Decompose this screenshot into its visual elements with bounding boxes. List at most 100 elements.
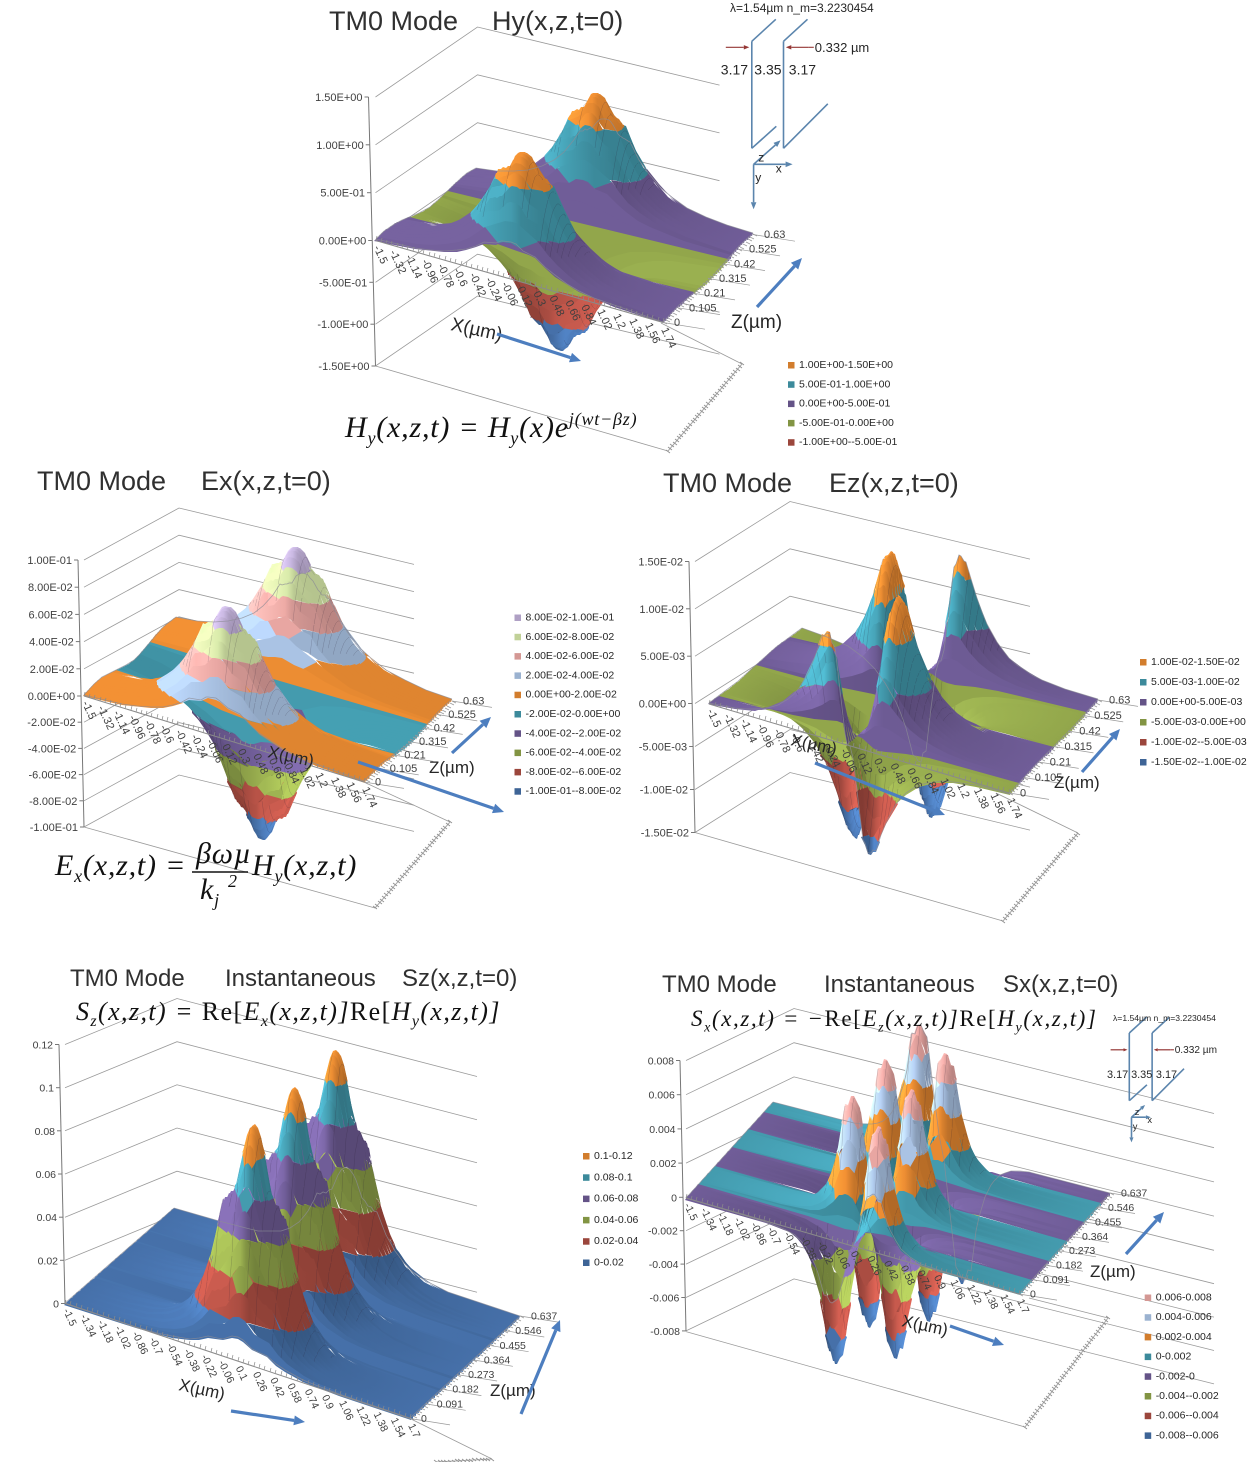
svg-text:0.00E+00: 0.00E+00 bbox=[639, 699, 686, 711]
svg-text:0.315: 0.315 bbox=[419, 736, 447, 748]
svg-text:-5.00E-01: -5.00E-01 bbox=[319, 277, 367, 289]
svg-text:-1.00E+00: -1.00E+00 bbox=[317, 319, 368, 331]
svg-text:1.00E-01: 1.00E-01 bbox=[27, 555, 72, 567]
svg-text:-4.00E-02: -4.00E-02 bbox=[28, 743, 76, 755]
svg-text:λ=1.54µm n_m=3.2230454: λ=1.54µm n_m=3.2230454 bbox=[1113, 1013, 1216, 1023]
svg-text:5.00E-03-1.00E-02: 5.00E-03-1.00E-02 bbox=[1151, 676, 1240, 688]
svg-text:-0.008: -0.008 bbox=[650, 1326, 680, 1338]
svg-text:0.42: 0.42 bbox=[734, 258, 755, 270]
svg-text:-1.00E-01--8.00E-02: -1.00E-01--8.00E-02 bbox=[526, 785, 622, 797]
svg-text:0.105: 0.105 bbox=[689, 302, 717, 314]
svg-text:0.63: 0.63 bbox=[1109, 695, 1130, 707]
svg-text:0.1: 0.1 bbox=[39, 1083, 54, 1095]
svg-text:8.00E-02: 8.00E-02 bbox=[28, 582, 73, 594]
svg-text:x: x bbox=[1147, 1114, 1152, 1125]
svg-text:TM0 Mode: TM0 Mode bbox=[662, 971, 777, 998]
svg-text:-1.00E-01: -1.00E-01 bbox=[30, 822, 78, 834]
svg-text:0.455: 0.455 bbox=[500, 1340, 526, 1352]
svg-text:0.332 µm: 0.332 µm bbox=[815, 40, 869, 55]
svg-text:1.2: 1.2 bbox=[313, 771, 330, 790]
svg-text:0.002: 0.002 bbox=[650, 1158, 676, 1170]
svg-text:0.273: 0.273 bbox=[1069, 1245, 1095, 1257]
svg-text:Hy(x,z,t=0): Hy(x,z,t=0) bbox=[492, 6, 623, 36]
svg-text:0.21: 0.21 bbox=[704, 288, 725, 300]
svg-text:0.546: 0.546 bbox=[515, 1325, 541, 1337]
svg-text:1.00E+00: 1.00E+00 bbox=[316, 140, 363, 152]
svg-text:2.00E-02: 2.00E-02 bbox=[30, 664, 75, 676]
svg-text:-1.00E-02--5.00E-03: -1.00E-02--5.00E-03 bbox=[1151, 736, 1247, 748]
svg-text:Z(µm): Z(µm) bbox=[1054, 773, 1100, 792]
svg-text:-8.00E-02: -8.00E-02 bbox=[29, 796, 77, 808]
svg-text:0.105: 0.105 bbox=[390, 763, 418, 775]
svg-text:Sz(x,z,t) = Re[Ex(x,z,t)]Re[Hy: Sz(x,z,t) = Re[Ex(x,z,t)]Re[Hy(x,z,t)] bbox=[76, 997, 501, 1030]
svg-text:1.00E-02: 1.00E-02 bbox=[639, 604, 684, 616]
svg-text:1.2: 1.2 bbox=[954, 781, 971, 800]
svg-text:4.00E-02-6.00E-02: 4.00E-02-6.00E-02 bbox=[526, 650, 615, 662]
svg-text:βωµ: βωµ bbox=[195, 837, 252, 870]
svg-text:1.7: 1.7 bbox=[1014, 1297, 1031, 1315]
svg-text:0.3: 0.3 bbox=[235, 747, 252, 766]
svg-text:Sz(x,z,t=0): Sz(x,z,t=0) bbox=[402, 965, 517, 992]
svg-text:Z(µm): Z(µm) bbox=[1090, 1262, 1136, 1281]
svg-text:0.008: 0.008 bbox=[648, 1056, 674, 1068]
svg-text:0.00E+00-5.00E-03: 0.00E+00-5.00E-03 bbox=[1151, 696, 1243, 708]
svg-text:Z(µm): Z(µm) bbox=[731, 312, 782, 333]
svg-text:6.00E-02: 6.00E-02 bbox=[29, 609, 74, 621]
svg-text:Z(µm): Z(µm) bbox=[490, 1381, 536, 1400]
svg-text:0.315: 0.315 bbox=[1065, 741, 1093, 753]
svg-text:0.06-0.08: 0.06-0.08 bbox=[594, 1193, 639, 1205]
svg-text:-0.002-0: -0.002-0 bbox=[1156, 1370, 1195, 1382]
svg-text:-1.50E+00: -1.50E+00 bbox=[318, 361, 369, 373]
svg-text:0.9: 0.9 bbox=[931, 1273, 948, 1291]
svg-text:0.315: 0.315 bbox=[719, 273, 747, 285]
svg-text:-0.006--0.004: -0.006--0.004 bbox=[1156, 1410, 1219, 1422]
svg-text:kj: kj bbox=[200, 873, 220, 910]
svg-text:0.525: 0.525 bbox=[1094, 710, 1122, 722]
svg-text:0.525: 0.525 bbox=[749, 244, 777, 256]
svg-text:0.08-0.1: 0.08-0.1 bbox=[594, 1171, 633, 1183]
svg-text:3.17: 3.17 bbox=[1156, 1069, 1177, 1081]
svg-text:0: 0 bbox=[1030, 1289, 1036, 1301]
svg-text:0.08: 0.08 bbox=[35, 1126, 56, 1138]
svg-text:0.637: 0.637 bbox=[1121, 1188, 1147, 1200]
svg-text:0-0.002: 0-0.002 bbox=[1156, 1351, 1192, 1363]
svg-text:-6.00E-02: -6.00E-02 bbox=[28, 770, 76, 782]
svg-text:-0.006: -0.006 bbox=[650, 1293, 680, 1305]
svg-text:0.182: 0.182 bbox=[452, 1384, 478, 1396]
svg-text:6.00E-02-8.00E-02: 6.00E-02-8.00E-02 bbox=[526, 631, 615, 643]
svg-text:-1.00E-02: -1.00E-02 bbox=[640, 785, 688, 797]
svg-text:-5.00E-03: -5.00E-03 bbox=[639, 742, 687, 754]
svg-text:Ex(x,z,t) =: Ex(x,z,t) = bbox=[54, 849, 186, 886]
svg-text:0.42: 0.42 bbox=[1079, 726, 1100, 738]
svg-text:1.50E-02: 1.50E-02 bbox=[638, 557, 683, 569]
svg-text:0.1-0.12: 0.1-0.12 bbox=[594, 1150, 633, 1162]
svg-text:1.00E+00-1.50E+00: 1.00E+00-1.50E+00 bbox=[799, 359, 893, 371]
svg-text:0.04-0.06: 0.04-0.06 bbox=[594, 1214, 639, 1226]
svg-text:0: 0 bbox=[1020, 788, 1026, 800]
svg-text:0.63: 0.63 bbox=[764, 229, 785, 241]
svg-text:-1.50E-02: -1.50E-02 bbox=[641, 828, 689, 840]
svg-text:-6.00E-02--4.00E-02: -6.00E-02--4.00E-02 bbox=[526, 747, 622, 759]
svg-text:-0.004--0.002: -0.004--0.002 bbox=[1156, 1390, 1219, 1402]
svg-text:3.17: 3.17 bbox=[789, 61, 816, 77]
svg-text:TM0 Mode: TM0 Mode bbox=[329, 6, 458, 36]
svg-text:0: 0 bbox=[421, 1413, 427, 1425]
svg-text:3.35: 3.35 bbox=[754, 61, 781, 77]
svg-text:0.1: 0.1 bbox=[848, 1249, 865, 1267]
svg-text:3.17: 3.17 bbox=[721, 61, 748, 77]
svg-text:0.006-0.008: 0.006-0.008 bbox=[1156, 1292, 1212, 1304]
svg-text:0.00E+00: 0.00E+00 bbox=[28, 691, 75, 703]
svg-text:0.364: 0.364 bbox=[484, 1354, 510, 1366]
svg-text:2: 2 bbox=[228, 871, 238, 891]
svg-text:-1.50E-02--1.00E-02: -1.50E-02--1.00E-02 bbox=[1151, 756, 1247, 768]
svg-text:0.12: 0.12 bbox=[33, 1040, 54, 1052]
svg-text:Ex(x,z,t=0): Ex(x,z,t=0) bbox=[201, 466, 331, 496]
svg-text:z: z bbox=[1135, 1106, 1140, 1117]
svg-text:z: z bbox=[758, 150, 764, 164]
svg-text:0.002-0.004: 0.002-0.004 bbox=[1156, 1331, 1212, 1343]
svg-text:0.091: 0.091 bbox=[1043, 1274, 1069, 1286]
svg-text:y: y bbox=[755, 170, 761, 184]
svg-text:Sx(x,z,t) = −Re[Ez(x,z,t)]Re[H: Sx(x,z,t) = −Re[Ez(x,z,t)]Re[Hy(x,z,t)] bbox=[691, 1006, 1098, 1036]
svg-text:2.00E-02-4.00E-02: 2.00E-02-4.00E-02 bbox=[526, 669, 615, 681]
svg-text:0: 0 bbox=[671, 1192, 677, 1204]
